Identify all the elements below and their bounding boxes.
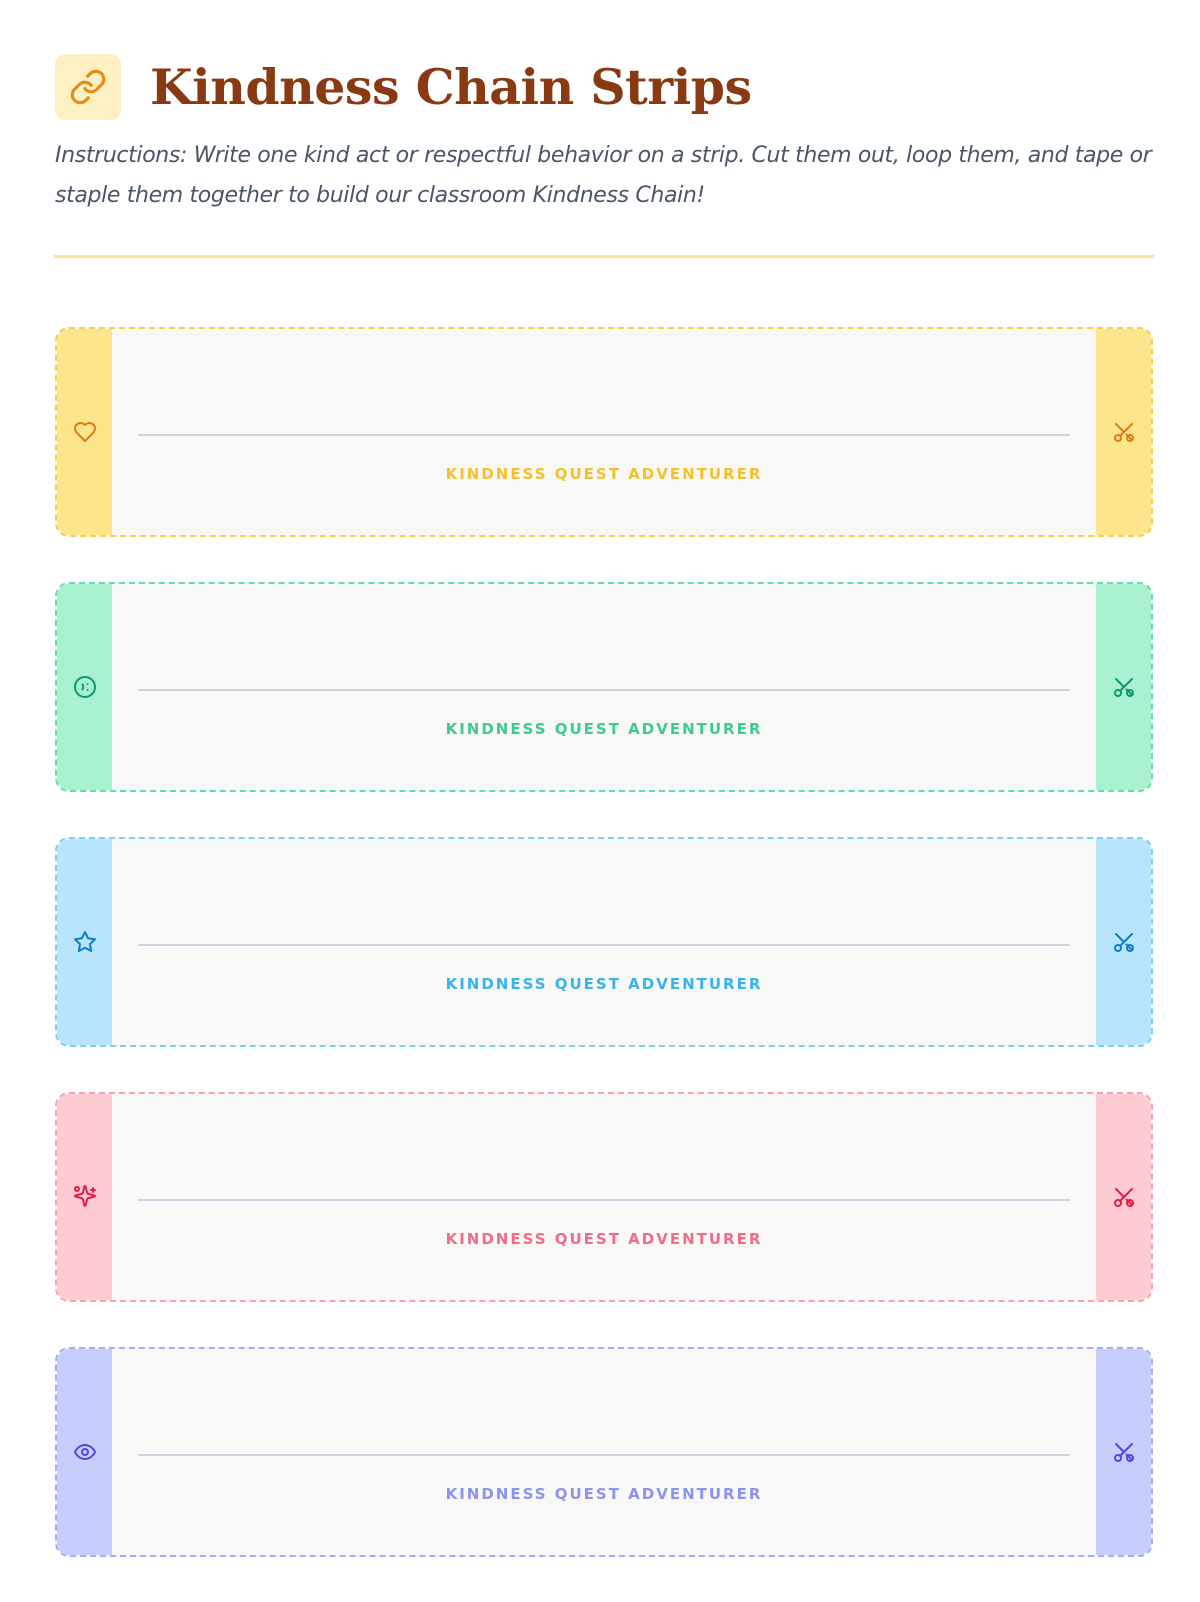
kindness-strip: KINDNESS QUEST ADVENTURER xyxy=(55,1092,1153,1302)
strip-label: KINDNESS QUEST ADVENTURER xyxy=(445,720,763,738)
instructions-text: Instructions: Write one kind act or resp… xyxy=(55,143,1152,208)
sparkles-icon xyxy=(57,1094,112,1300)
star-icon xyxy=(57,839,112,1045)
writing-line xyxy=(138,1454,1070,1456)
strip-list: KINDNESS QUEST ADVENTURER KINDNESS QUEST … xyxy=(55,327,1153,1602)
smile-icon xyxy=(57,584,112,790)
scissors-icon xyxy=(1096,839,1151,1045)
writing-line xyxy=(138,689,1070,691)
strip-label: KINDNESS QUEST ADVENTURER xyxy=(445,465,763,483)
worksheet-header: Kindness Chain Strips Instructions: Writ… xyxy=(55,54,1155,216)
kindness-strip: KINDNESS QUEST ADVENTURER xyxy=(55,837,1153,1047)
strip-label: KINDNESS QUEST ADVENTURER xyxy=(445,1485,763,1503)
title-row: Kindness Chain Strips xyxy=(55,54,1155,120)
strip-label: KINDNESS QUEST ADVENTURER xyxy=(445,1230,763,1248)
header-divider xyxy=(54,255,1154,258)
writing-line xyxy=(138,1199,1070,1201)
scissors-icon xyxy=(1096,1349,1151,1555)
writing-line xyxy=(138,944,1070,946)
kindness-strip: KINDNESS QUEST ADVENTURER xyxy=(55,327,1153,537)
scissors-icon xyxy=(1096,329,1151,535)
scissors-icon xyxy=(1096,1094,1151,1300)
scissors-icon xyxy=(1096,584,1151,790)
page-title: Kindness Chain Strips xyxy=(150,58,752,116)
kindness-strip: KINDNESS QUEST ADVENTURER xyxy=(55,1347,1153,1557)
strip-label: KINDNESS QUEST ADVENTURER xyxy=(445,975,763,993)
heart-icon xyxy=(57,329,112,535)
eye-icon xyxy=(57,1349,112,1555)
writing-line xyxy=(138,434,1070,436)
kindness-strip: KINDNESS QUEST ADVENTURER xyxy=(55,582,1153,792)
link-icon xyxy=(55,54,121,120)
